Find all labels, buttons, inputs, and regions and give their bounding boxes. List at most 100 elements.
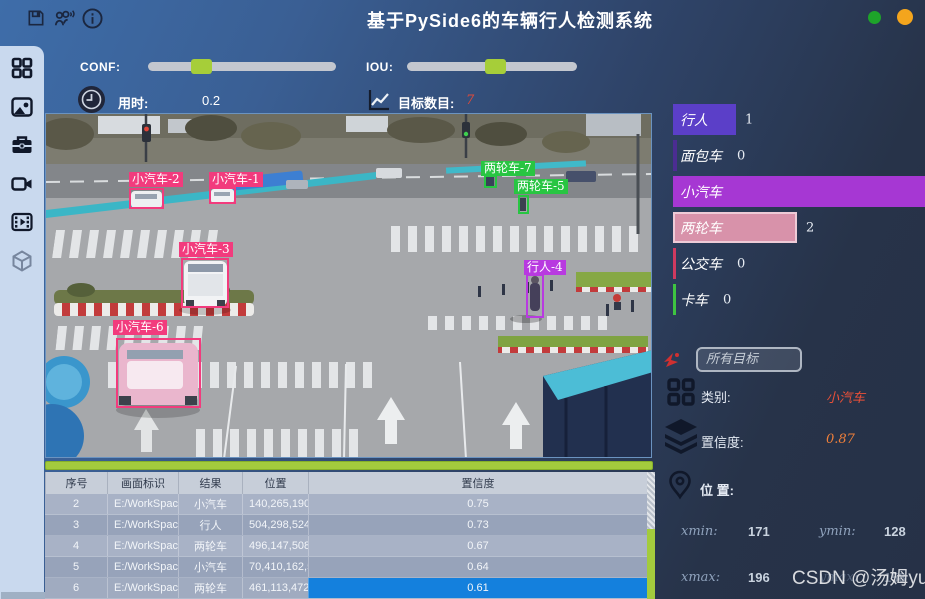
table-cell: 0.73 — [308, 515, 647, 535]
detection-box — [181, 258, 229, 308]
sidebar-item-cube-icon[interactable] — [10, 249, 34, 273]
detection-box — [116, 338, 201, 408]
table-cell: 504,298,524,... — [242, 515, 308, 535]
table-header-cell[interactable]: 序号 — [45, 472, 107, 494]
confidence-label: 置信度: — [701, 435, 744, 450]
table-cell: 小汽车 — [178, 494, 242, 514]
class-bar-row: 卡车 0 — [673, 284, 925, 315]
ymin-value: 128 — [884, 524, 906, 539]
class-bar-row: 公交车 0 — [673, 248, 925, 279]
table-cell: E:/WorkSpac... — [107, 557, 178, 577]
iou-label: IOU: — [366, 60, 394, 74]
table-cell: 4 — [72, 540, 80, 552]
window-minimize-dot[interactable] — [868, 11, 881, 24]
traffic-scene — [46, 114, 651, 457]
detection-label: 小汽车-2 — [129, 172, 183, 187]
table-header-cell[interactable]: 置信度 — [308, 472, 647, 494]
ymax-label: ymax: — [819, 570, 859, 585]
table-cell: E:/WorkSpac... — [107, 494, 178, 514]
avatar — [1, 592, 47, 599]
info-icon[interactable] — [82, 8, 103, 29]
watermark: CSDN @汤姆yu — [792, 568, 925, 589]
detection-box — [129, 188, 164, 209]
class-bar — [673, 212, 797, 243]
table-cell: E:/WorkSpac... — [107, 536, 178, 556]
target-filter-combobox[interactable]: 所有目标 — [696, 347, 802, 372]
table-cell: 两轮车 — [178, 578, 242, 598]
detection-label: 小汽车-6 — [113, 320, 167, 335]
class-bar-count: 0 — [737, 148, 746, 163]
table-cell: 5 — [72, 561, 80, 573]
table-header: 序号 画面标识 结果 位置 置信度 — [45, 472, 647, 494]
detection-label: 两轮车-7 — [481, 161, 535, 176]
xmin-label: xmin: — [681, 524, 718, 539]
ymax-value: 158 — [884, 570, 906, 585]
layers-icon — [661, 415, 701, 455]
conf-slider[interactable] — [148, 59, 336, 74]
table-cell: 0.64 — [308, 557, 647, 577]
position-label: 位 置: — [700, 483, 734, 498]
announce-icon[interactable] — [53, 8, 75, 28]
time-value: 0.2 — [202, 93, 221, 108]
iou-slider[interactable] — [407, 59, 577, 74]
xmax-value: 196 — [748, 570, 770, 585]
table-scrollbar[interactable] — [647, 472, 655, 599]
window-close-dot[interactable] — [897, 9, 913, 25]
category-grid-icon — [666, 377, 696, 407]
class-bar-row: 小汽车 — [673, 176, 925, 207]
table-cell: 小汽车 — [178, 557, 242, 577]
sidebar-item-toolbox-icon[interactable] — [10, 133, 34, 157]
sidebar-item-dashboard-icon[interactable] — [10, 56, 34, 80]
detection-box — [484, 175, 497, 188]
conf-slider-handle[interactable] — [191, 59, 213, 74]
chart-icon — [366, 87, 392, 113]
video-progress-bar[interactable] — [45, 461, 653, 470]
table-cell: E:/WorkSpac... — [107, 578, 178, 598]
detection-label: 两轮车-5 — [514, 179, 568, 194]
sidebar-item-camera-icon[interactable] — [10, 172, 34, 196]
detection-box — [518, 195, 529, 214]
class-bar-row: 行人 1 — [673, 104, 925, 135]
class-bar-label: 公交车 — [680, 256, 722, 273]
class-bar — [673, 176, 925, 207]
table-header-cell[interactable]: 结果 — [178, 472, 242, 494]
table-cell: 0.75 — [308, 494, 647, 514]
iou-slider-handle[interactable] — [485, 59, 507, 74]
class-bar-label: 卡车 — [680, 292, 708, 309]
table-header-cell[interactable]: 画面标识 — [107, 472, 178, 494]
category-label: 类别: — [701, 390, 731, 405]
class-bar-count: 0 — [737, 256, 746, 271]
class-bar-label: 小汽车 — [680, 184, 722, 201]
detection-box — [526, 274, 544, 318]
table-cell: 70,410,162,5... — [242, 557, 308, 577]
table-cell: 2 — [72, 498, 80, 510]
location-pin-icon — [666, 469, 694, 501]
sidebar-item-video-icon[interactable] — [10, 210, 34, 234]
sidebar-item-image-icon[interactable] — [10, 95, 34, 119]
page-title: 基于PySide6的车辆行人检测系统 — [366, 11, 654, 31]
detection-box — [209, 187, 236, 204]
table-cell: 496,147,508,... — [242, 536, 308, 556]
video-overlay: 小汽车-2 小汽车-1 小汽车-3 小汽车-6 两轮车-7 两轮车-5 行人-4 — [46, 114, 651, 457]
target-filter-icon — [663, 351, 681, 369]
table-cell: 6 — [72, 582, 80, 594]
clock-icon — [78, 86, 105, 113]
table-scrollbar-thumb[interactable] — [647, 529, 655, 599]
table-cell: 两轮车 — [178, 536, 242, 556]
class-bar-label: 行人 — [680, 112, 708, 129]
save-icon[interactable] — [26, 8, 46, 28]
ymin-label: ymin: — [819, 524, 856, 539]
class-bar — [673, 284, 676, 315]
table-header-cell[interactable]: 位置 — [242, 472, 308, 494]
xmin-value: 171 — [748, 524, 770, 539]
class-bar-count: 0 — [723, 292, 732, 307]
table-cell: 行人 — [178, 515, 242, 535]
class-bar — [673, 104, 736, 135]
sidebar — [0, 46, 47, 599]
